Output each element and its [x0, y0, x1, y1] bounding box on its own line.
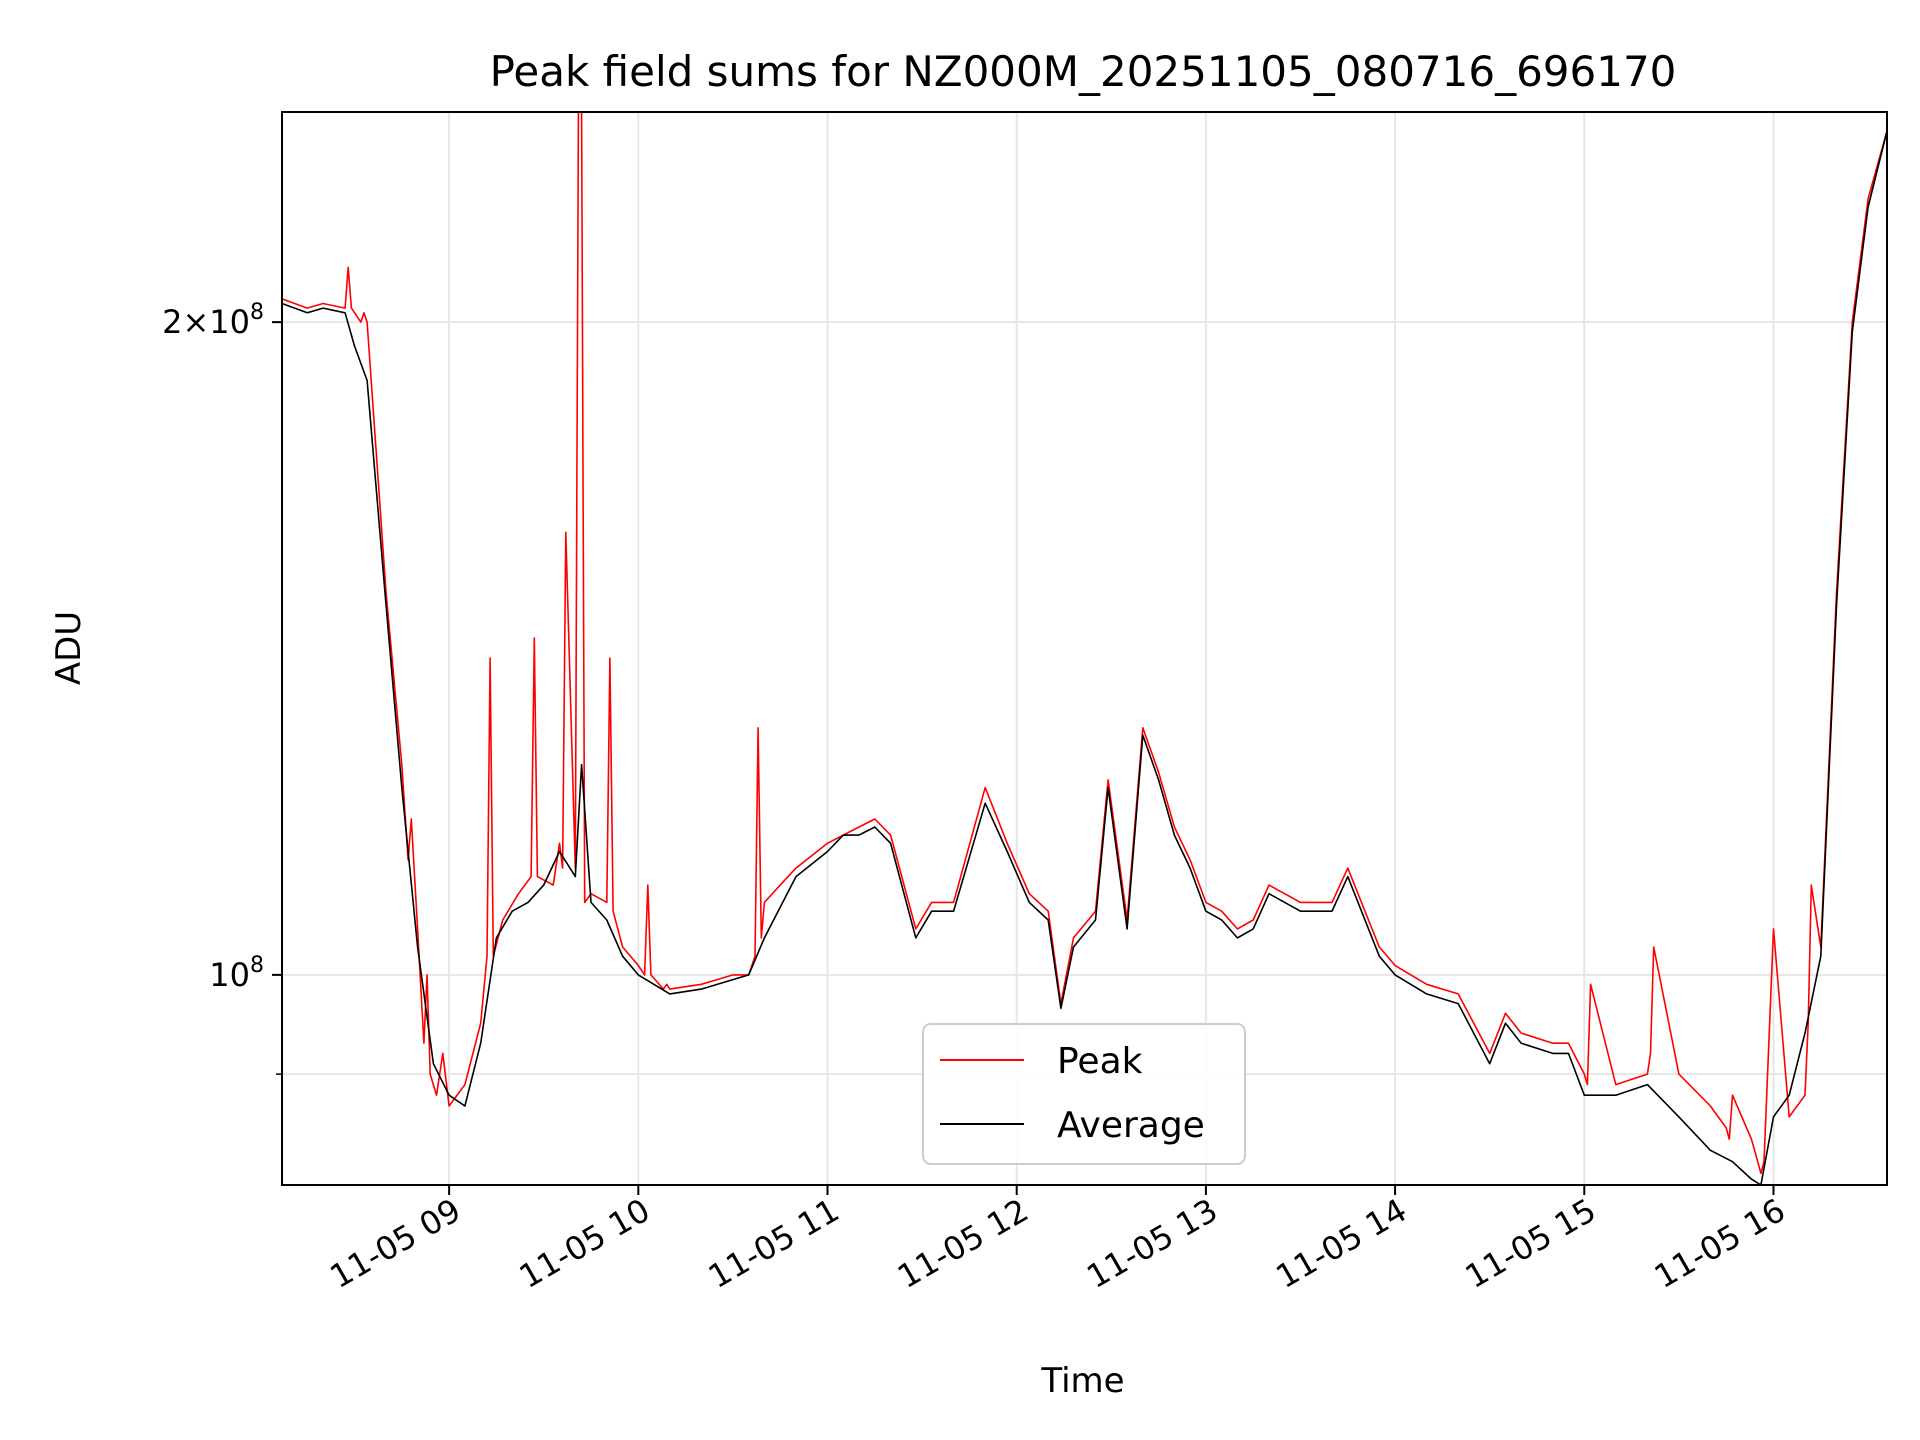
y-tick-label: 2×108	[162, 300, 264, 341]
plot-area-frame	[281, 111, 1888, 1186]
series-line-average	[281, 130, 1888, 1186]
legend: Peak Average	[922, 1023, 1246, 1165]
legend-label-peak: Peak	[1057, 1041, 1143, 1082]
y-tick-label: 108	[209, 953, 264, 994]
legend-label-average: Average	[1057, 1105, 1205, 1146]
x-axis-label: Time	[1040, 1361, 1124, 1401]
series-line-peak	[281, 111, 1888, 1175]
chart-title: Peak field sums for NZ000M_20251105_0807…	[490, 47, 1677, 96]
series-layer	[281, 111, 1888, 1186]
y-axis-label: ADU	[49, 611, 89, 685]
